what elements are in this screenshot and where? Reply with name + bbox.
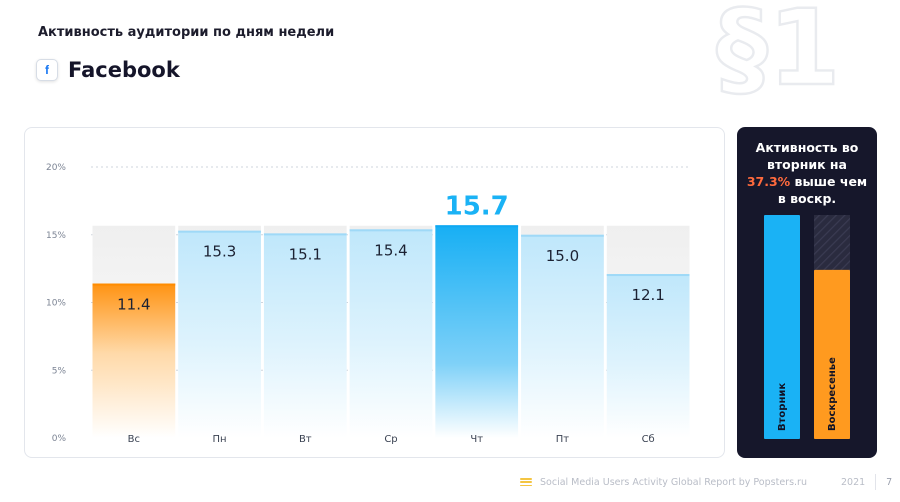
watermark-logo: §1 [715, 0, 842, 102]
bar-top-edge [349, 229, 433, 232]
footer-source: Social Media Users Activity Global Repor… [540, 476, 807, 488]
y-tick-label: 10% [46, 299, 66, 309]
comparison-bar-0 [764, 215, 800, 439]
comparison-bar-1 [814, 269, 850, 439]
x-tick-label: Сб [642, 434, 655, 445]
comparison-bar-label: Вторник [777, 383, 788, 431]
bar-value-label: 15.7 [445, 191, 509, 221]
facebook-icon: f [36, 59, 58, 81]
platform-name: Facebook [68, 58, 180, 82]
x-tick-label: Чт [470, 434, 483, 445]
y-tick-label: 15% [46, 231, 66, 241]
comparison-panel: Активность во вторник на 37.3% выше чем … [737, 127, 877, 458]
bar-4 [435, 225, 519, 438]
bar-value-label: 15.0 [546, 247, 579, 265]
bar-5 [521, 234, 604, 438]
y-tick-label: 20% [46, 163, 66, 173]
page-number: 7 [886, 476, 893, 488]
bar-top-edge [521, 234, 604, 237]
page-subtitle: Активность аудитории по дням недели [38, 25, 335, 40]
bar-6 [606, 274, 690, 438]
footer: Social Media Users Activity Global Repor… [520, 474, 892, 490]
y-tick-label: 0% [52, 434, 67, 444]
comparison-bar-label: Воскресенье [827, 357, 838, 431]
bar-value-label: 11.4 [117, 296, 150, 314]
bar-3 [349, 229, 433, 438]
bar-value-label: 15.4 [374, 241, 407, 259]
bar-value-label: 15.3 [203, 243, 236, 261]
footer-year: 2021 [840, 476, 866, 488]
chart-card: 0% 5% 10% 15% 20% 11.4 Вс 15.3 Пн 15.1 Вт 15.4 Ср 15.… [24, 127, 725, 458]
x-tick-label: Ср [384, 434, 397, 445]
x-tick-label: Вс [128, 434, 140, 445]
bar-top-edge [178, 230, 261, 233]
x-tick-label: Вт [299, 434, 312, 445]
x-tick-label: Пт [556, 434, 570, 445]
bar-1 [178, 230, 261, 438]
footer-separator [875, 474, 877, 490]
bar-top-edge [606, 274, 690, 277]
watermark-text: §1 [716, 0, 840, 102]
comparison-bars: Вторник Воскресенье [764, 215, 850, 439]
platform-header: f Facebook [36, 58, 180, 82]
bar-chart: 0% 5% 10% 15% 20% 11.4 Вс 15.3 Пн 15.1 Вт 15.4 Ср 15.… [46, 163, 691, 445]
bar-top-edge [92, 283, 176, 286]
bar-0 [92, 283, 176, 438]
y-tick-label: 5% [52, 366, 67, 376]
comparison-text: Активность во вторник на 37.3% выше чем … [746, 140, 868, 206]
menu-icon [520, 478, 532, 486]
comparison-percent: 37.3% [746, 174, 791, 189]
bar-2 [263, 233, 347, 438]
bar-top-edge [435, 225, 519, 228]
x-tick-label: Пн [213, 434, 227, 445]
bar-top-edge [263, 233, 347, 236]
bar-value-label: 12.1 [631, 286, 664, 304]
bar-value-label: 15.1 [289, 245, 322, 263]
